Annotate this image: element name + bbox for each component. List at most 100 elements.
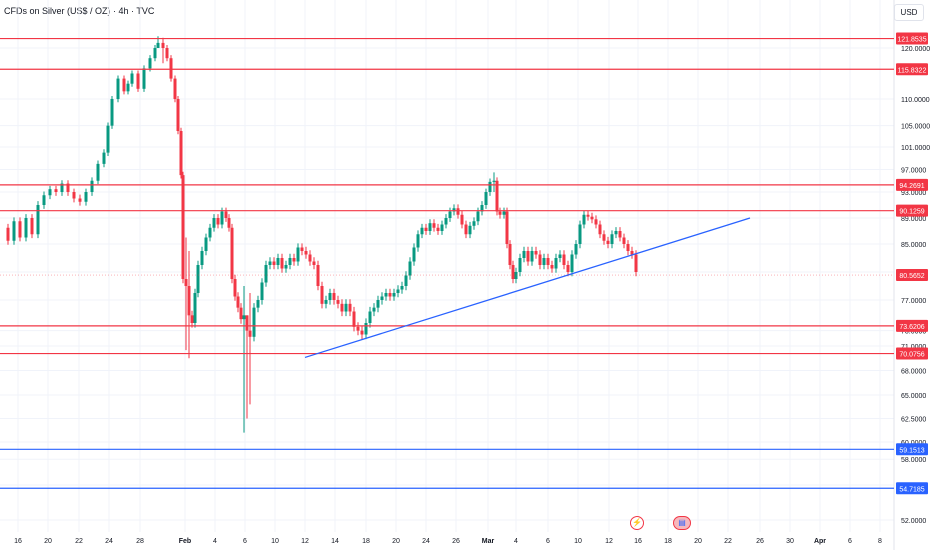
candle-body — [224, 211, 228, 218]
candle-body — [320, 286, 324, 304]
candle-body — [236, 296, 240, 308]
candle-body — [511, 265, 515, 279]
level-tag — [896, 204, 928, 217]
candle-body — [606, 240, 610, 244]
candle-body — [514, 272, 518, 279]
x-tick-label: Mar — [482, 538, 495, 545]
candle-body — [179, 131, 183, 176]
candle-body — [468, 225, 472, 235]
x-tick-label: 6 — [243, 538, 247, 545]
candle-body — [276, 258, 280, 265]
candle-body — [336, 300, 340, 304]
y-tick-label: 58.0000 — [901, 457, 926, 464]
candle-body — [505, 211, 509, 244]
candle-body — [476, 211, 480, 222]
candle-body — [444, 218, 448, 225]
candle-body — [554, 258, 558, 269]
level-label: 59.1513 — [899, 447, 924, 454]
candle-body — [408, 261, 412, 276]
candle-body — [384, 293, 388, 297]
level-label: 121.8535 — [897, 37, 926, 44]
candle-body — [376, 300, 380, 308]
horizontal-levels — [0, 37, 894, 489]
candle-body — [614, 231, 618, 235]
y-tick-label: 120.0000 — [901, 46, 930, 53]
candle-body — [472, 221, 476, 226]
x-tick-label: 24 — [422, 538, 430, 545]
lightning-icon[interactable]: ⚡ — [630, 516, 644, 530]
x-tick-label: 22 — [75, 538, 83, 545]
candle-body — [538, 254, 542, 265]
candle-body — [256, 300, 260, 308]
us-flag-icon[interactable]: ▤ — [673, 516, 691, 530]
candle-body — [268, 261, 272, 265]
x-tick-label: 6 — [546, 538, 550, 545]
candle-body — [424, 227, 428, 231]
candle-body — [106, 125, 110, 153]
candle-body — [161, 42, 165, 48]
x-tick-label: 22 — [724, 538, 732, 545]
candle-body — [60, 183, 64, 192]
x-tick-label: 6 — [848, 538, 852, 545]
x-tick-label: 18 — [362, 538, 370, 545]
y-tick-label: 89.0000 — [901, 216, 926, 223]
candle-body — [316, 265, 320, 286]
candle-body — [12, 221, 16, 241]
candle-body — [324, 300, 328, 304]
level-tag — [896, 178, 928, 191]
candle-body — [173, 78, 177, 99]
candle-body — [396, 289, 400, 293]
x-tick-label: 12 — [301, 538, 309, 545]
candle-body — [156, 42, 160, 48]
x-tick-label: Apr — [814, 538, 826, 545]
candle-body — [558, 254, 562, 258]
candle-body — [328, 293, 332, 300]
candle-body — [230, 227, 234, 279]
candle-body — [227, 218, 231, 228]
candle-body — [420, 227, 424, 235]
candle-body — [602, 234, 606, 241]
candle-body — [284, 265, 288, 269]
candle-body — [130, 73, 134, 84]
candle-body — [618, 231, 622, 238]
candle-body — [116, 78, 120, 99]
time-axis: 16 20 22 24 28 Feb 4 6 10 12 14 18 20 24 26 Mar 4 6 10 12 16… — [14, 538, 882, 545]
candle-body — [436, 227, 440, 231]
candle-body — [416, 234, 420, 248]
candle-body — [626, 244, 630, 251]
y-tick-label: 77.0000 — [901, 298, 926, 305]
x-tick-label: 26 — [756, 538, 764, 545]
candle-body — [484, 192, 488, 205]
candle-body — [196, 265, 200, 293]
candle-body — [24, 218, 28, 238]
level-label: 115.8322 — [898, 67, 927, 74]
y-tick-label: 105.0000 — [901, 124, 930, 131]
trendlines — [304, 217, 751, 359]
candle-body — [208, 227, 212, 238]
candle-body — [136, 73, 140, 89]
candle-body — [248, 330, 252, 337]
candle-body — [6, 227, 10, 241]
candle-body — [42, 195, 46, 205]
candle-body — [216, 218, 220, 225]
candle-body — [562, 254, 566, 265]
y-tick-label: 73.0000 — [901, 329, 926, 336]
candle-body — [169, 58, 173, 79]
candle-body — [90, 180, 94, 192]
grid — [0, 0, 894, 532]
candle-body — [220, 211, 224, 225]
candle-body — [181, 175, 185, 279]
y-tick-label: 65.0000 — [901, 393, 926, 400]
candle-body — [372, 307, 376, 312]
y-tick-label: 71.0000 — [901, 344, 926, 351]
last-price-tag — [896, 269, 928, 282]
candle-body — [66, 183, 70, 192]
level-label: 70.0756 — [899, 352, 924, 359]
level-tag — [896, 63, 928, 76]
candle-body — [392, 293, 396, 297]
candle-body — [102, 152, 106, 164]
candle-body — [184, 279, 188, 286]
level-label: 73.6206 — [899, 324, 924, 331]
level-label: 94.2691 — [899, 183, 924, 190]
